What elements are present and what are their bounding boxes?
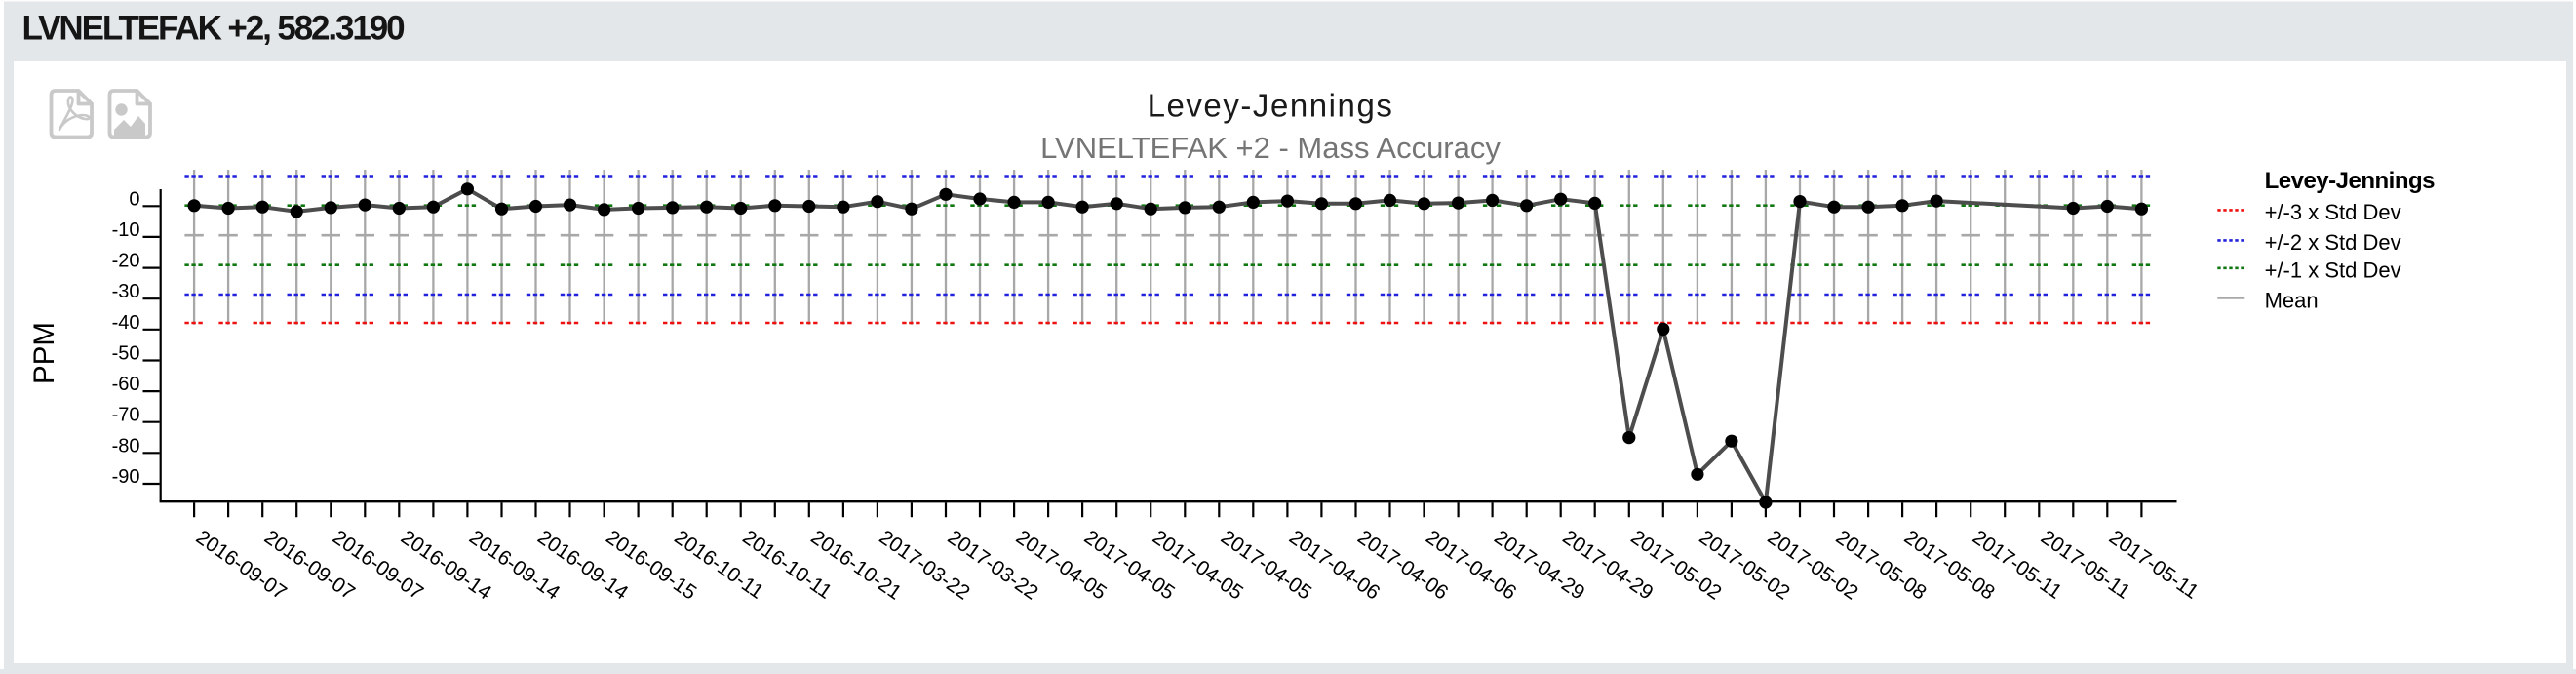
svg-text:-50: -50	[112, 343, 140, 365]
svg-text:0: 0	[129, 188, 139, 210]
svg-text:Levey-Jennings: Levey-Jennings	[2265, 168, 2436, 194]
svg-text:-20: -20	[112, 251, 140, 272]
svg-text:+/-1 x Std Dev: +/-1 x Std Dev	[2265, 258, 2401, 283]
svg-text:-60: -60	[112, 374, 140, 395]
svg-text:+/-3 x Std Dev: +/-3 x Std Dev	[2265, 200, 2401, 224]
svg-text:-40: -40	[112, 312, 140, 334]
svg-text:Mean: Mean	[2265, 288, 2319, 312]
svg-text:LVNELTEFAK +2 - Mass Accuracy: LVNELTEFAK +2 - Mass Accuracy	[1040, 131, 1501, 165]
svg-text:+/-2 x Std Dev: +/-2 x Std Dev	[2265, 230, 2401, 255]
svg-text:-30: -30	[112, 281, 140, 302]
svg-text:Levey-Jennings: Levey-Jennings	[1148, 88, 1394, 124]
svg-text:PPM: PPM	[28, 322, 60, 384]
svg-text:-90: -90	[112, 466, 140, 488]
svg-text:-70: -70	[112, 405, 140, 426]
svg-text:-80: -80	[112, 435, 140, 456]
svg-text:LVNELTEFAK +2, 582.3190: LVNELTEFAK +2, 582.3190	[22, 10, 406, 48]
svg-text:-10: -10	[112, 219, 140, 241]
